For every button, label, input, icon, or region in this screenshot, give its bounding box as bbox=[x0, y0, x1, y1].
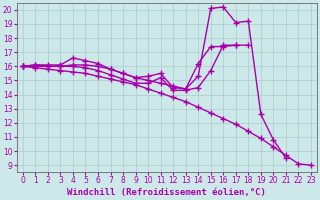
X-axis label: Windchill (Refroidissement éolien,°C): Windchill (Refroidissement éolien,°C) bbox=[68, 188, 266, 197]
